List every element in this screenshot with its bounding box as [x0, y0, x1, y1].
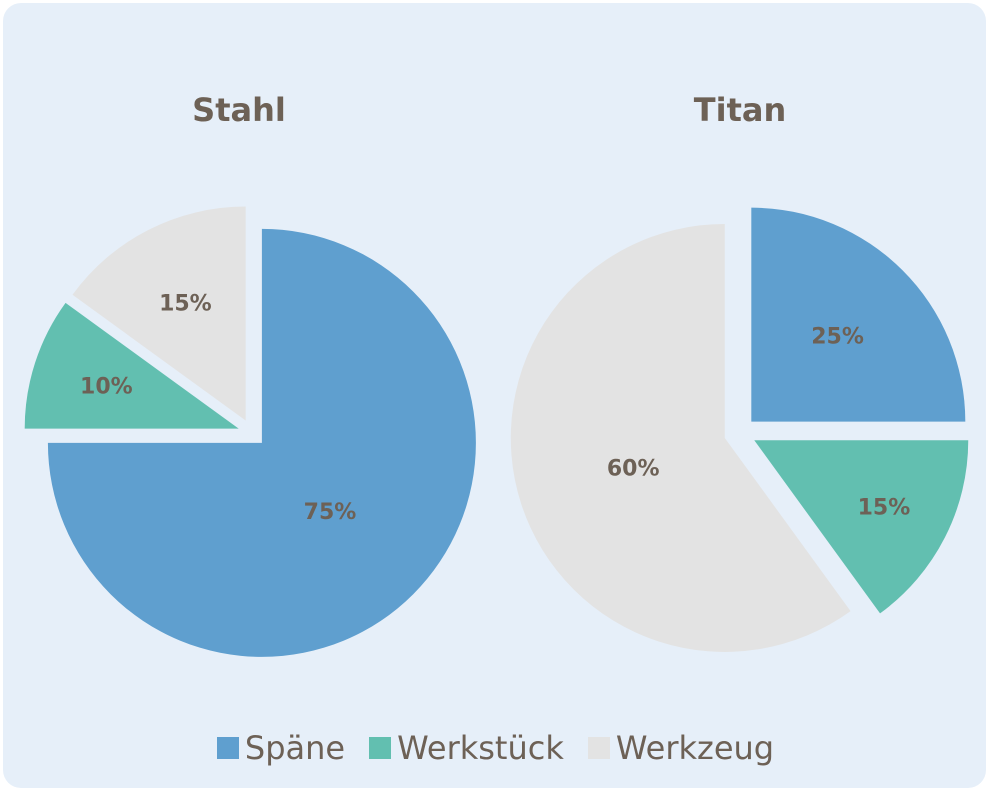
- pie-slice-stahl-werkzeug: [72, 206, 246, 421]
- pie-slice-titan-spaene: [751, 207, 966, 422]
- pie-slice-stahl-spaene: [47, 228, 476, 657]
- data-label-stahl-werkstueck: 10%: [80, 375, 133, 400]
- pie-slice-stahl-werkstueck: [24, 302, 239, 429]
- legend-label-werkzeug: Werkzeug: [615, 729, 775, 767]
- legend-label-werkstueck: Werkstück: [397, 729, 564, 767]
- pie-title-titan: Titan: [694, 91, 786, 129]
- legend-item-werkzeug: Werkzeug: [587, 729, 775, 767]
- legend-swatch-werkstueck: [369, 737, 392, 759]
- legend-swatch-spaene: [216, 737, 239, 759]
- pie-slice-titan-werkstueck: [754, 440, 969, 614]
- pie-slice-titan-werkzeug: [510, 223, 851, 652]
- data-label-titan-spaene: 25%: [811, 324, 864, 349]
- data-label-titan-werkstueck: 15%: [858, 495, 911, 520]
- legend-swatch-werkzeug: [587, 737, 610, 759]
- legend-label-spaene: Späne: [244, 729, 346, 767]
- legend: Späne Werkstück Werkzeug: [0, 725, 991, 771]
- data-label-titan-werkzeug: 60%: [607, 457, 660, 482]
- data-label-stahl-spaene: 75%: [304, 500, 357, 525]
- legend-item-spaene: Späne: [216, 729, 346, 767]
- legend-item-werkstueck: Werkstück: [369, 729, 564, 767]
- pie-title-stahl: Stahl: [192, 91, 286, 129]
- data-label-stahl-werkzeug: 15%: [159, 291, 212, 316]
